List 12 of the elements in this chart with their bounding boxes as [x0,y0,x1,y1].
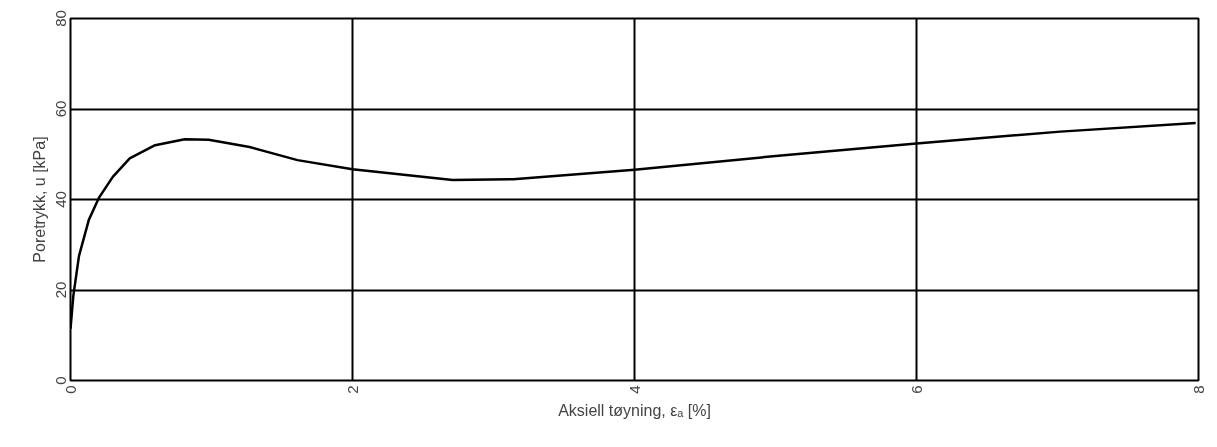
y-tick-label: 0 [51,376,69,385]
x-tick-label: 2 [343,385,361,394]
y-tick-label: 80 [51,10,69,27]
x-tick-label: 8 [1189,385,1207,394]
y-tick-label: 20 [51,281,69,299]
x-tick-label: 4 [625,385,643,394]
x-tick-label: 6 [907,385,925,394]
y-axis-title: Poretrykk, u [kPa] [30,136,48,263]
y-tick-label: 60 [51,100,69,118]
x-axis-title: Aksiell tøyning, εₐ [%] [558,401,711,419]
y-tick-label: 40 [51,191,69,208]
x-tick-label: 0 [61,385,79,394]
